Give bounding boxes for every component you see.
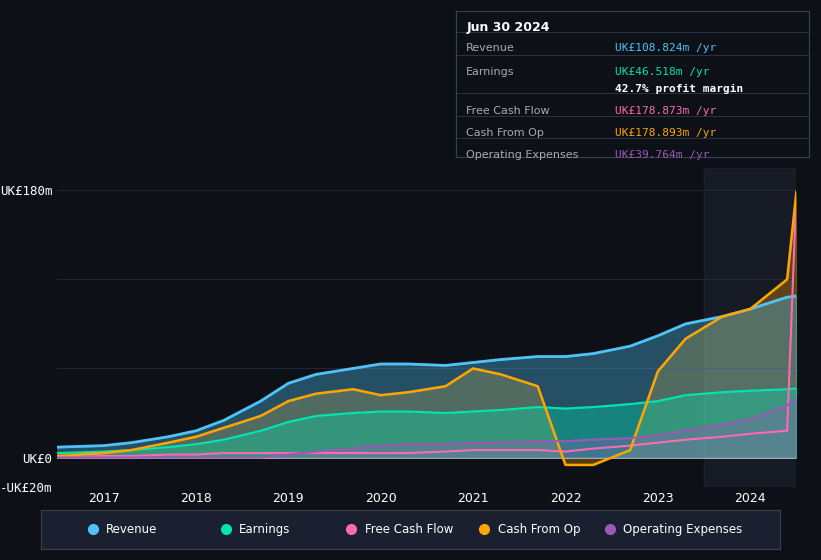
- Text: Cash From Op: Cash From Op: [498, 522, 580, 536]
- Bar: [704, 168, 796, 487]
- Text: Operating Expenses: Operating Expenses: [466, 150, 579, 160]
- Text: 42.7% profit margin: 42.7% profit margin: [615, 84, 743, 94]
- Text: Operating Expenses: Operating Expenses: [623, 522, 742, 536]
- Text: UK£39.764m /yr: UK£39.764m /yr: [615, 150, 709, 160]
- Text: Jun 30 2024: Jun 30 2024: [466, 21, 550, 34]
- Text: UK£46.518m /yr: UK£46.518m /yr: [615, 67, 709, 77]
- Text: Revenue: Revenue: [106, 522, 158, 536]
- Text: Free Cash Flow: Free Cash Flow: [466, 106, 550, 116]
- Text: UK£178.873m /yr: UK£178.873m /yr: [615, 106, 716, 116]
- Text: UK£108.824m /yr: UK£108.824m /yr: [615, 43, 716, 53]
- Text: Revenue: Revenue: [466, 43, 515, 53]
- Text: Cash From Op: Cash From Op: [466, 128, 544, 138]
- Text: Free Cash Flow: Free Cash Flow: [365, 522, 453, 536]
- Text: Earnings: Earnings: [239, 522, 291, 536]
- Text: UK£178.893m /yr: UK£178.893m /yr: [615, 128, 716, 138]
- Text: Earnings: Earnings: [466, 67, 515, 77]
